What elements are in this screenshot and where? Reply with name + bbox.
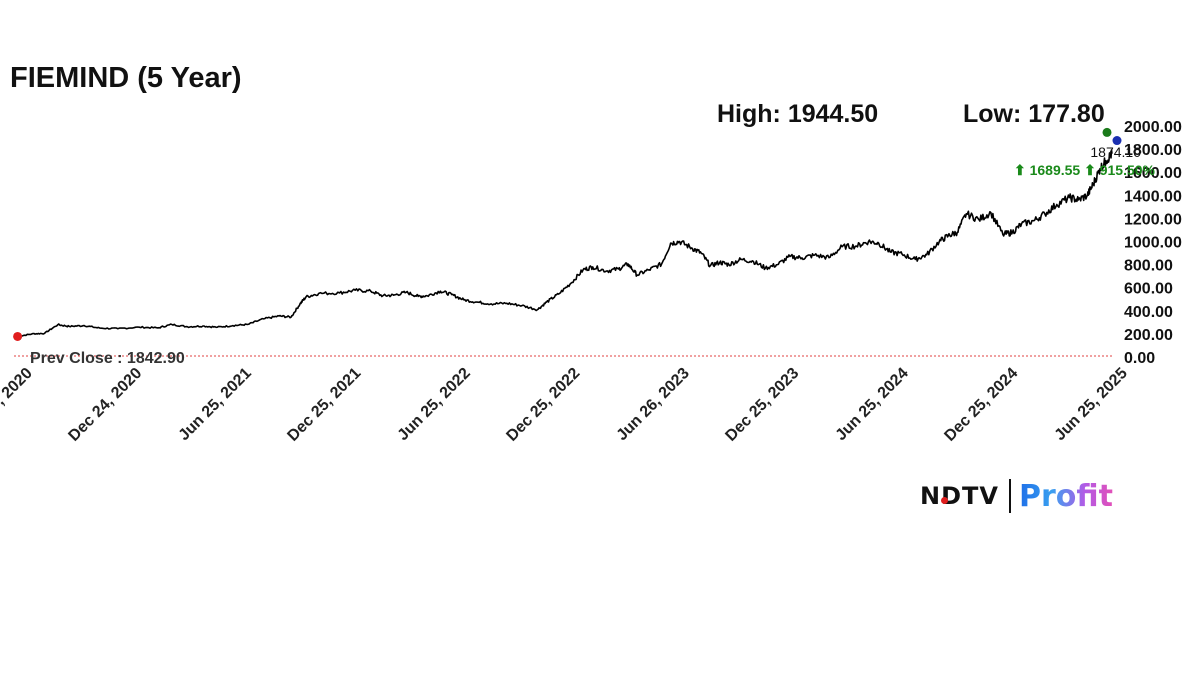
x-tick-label: Dec 25, 2024 [941, 365, 1021, 445]
y-tick-label: 0.00 [1124, 350, 1155, 367]
high-label: High: 1944.50 [717, 100, 879, 128]
x-tick-label: Jun 25, 2021 [176, 365, 255, 444]
y-tick-label: 2000.00 [1124, 119, 1182, 136]
x-tick-label: Dec 25, 2023 [722, 365, 802, 445]
price-series-line [17, 149, 1113, 338]
low-label: Low: 177.80 [963, 100, 1105, 128]
ndtv-text: NDTV [920, 482, 999, 510]
x-tick-label: Dec 24, 2020 [65, 365, 145, 445]
y-tick-label: 1600.00 [1124, 165, 1182, 182]
x-tick-label: Jun 25, 2024 [833, 365, 912, 444]
low-marker [13, 331, 23, 341]
profit-wordmark: Profit [1018, 478, 1113, 514]
y-tick-label: 600.00 [1124, 281, 1173, 298]
x-tick-label: Jun 26, 2023 [614, 365, 693, 444]
x-tick-label: Jun 25, 2022 [395, 365, 474, 444]
y-tick-label: 200.00 [1124, 327, 1173, 344]
y-tick-label: 1800.00 [1124, 142, 1182, 159]
high-marker [1102, 127, 1112, 137]
plot-area: 0.00 200.00 400.00 600.00 800.00 1000.00 1200.… [0, 119, 1182, 445]
y-tick-label: 400.00 [1124, 304, 1173, 321]
prev-close-label: Prev Close : 1842.90 [30, 350, 185, 367]
last-marker [1112, 136, 1122, 146]
chart-title: FIEMIND (5 Year) [10, 62, 242, 94]
y-tick-label: 1000.00 [1124, 235, 1182, 252]
y-tick-label: 1400.00 [1124, 188, 1182, 205]
x-tick-label: Dec 25, 2022 [503, 365, 583, 445]
change-label: ⬆ 1689.55 ⬆ 915.50% [1014, 162, 1156, 178]
x-tick-label: Jun 25, 2020 [0, 365, 36, 444]
logo-dot-icon [941, 497, 948, 504]
last-price-label: 1874.10 [1090, 144, 1141, 160]
ndtv-profit-logo: NDTV Profit [920, 476, 1113, 516]
y-tick-label: 1200.00 [1124, 211, 1182, 228]
y-tick-label: 800.00 [1124, 258, 1173, 275]
logo-divider [1008, 479, 1011, 513]
x-tick-label: Jun 25, 2025 [1052, 365, 1131, 444]
ndtv-wordmark: NDTV [920, 482, 999, 510]
x-tick-label: Dec 25, 2021 [284, 365, 364, 445]
